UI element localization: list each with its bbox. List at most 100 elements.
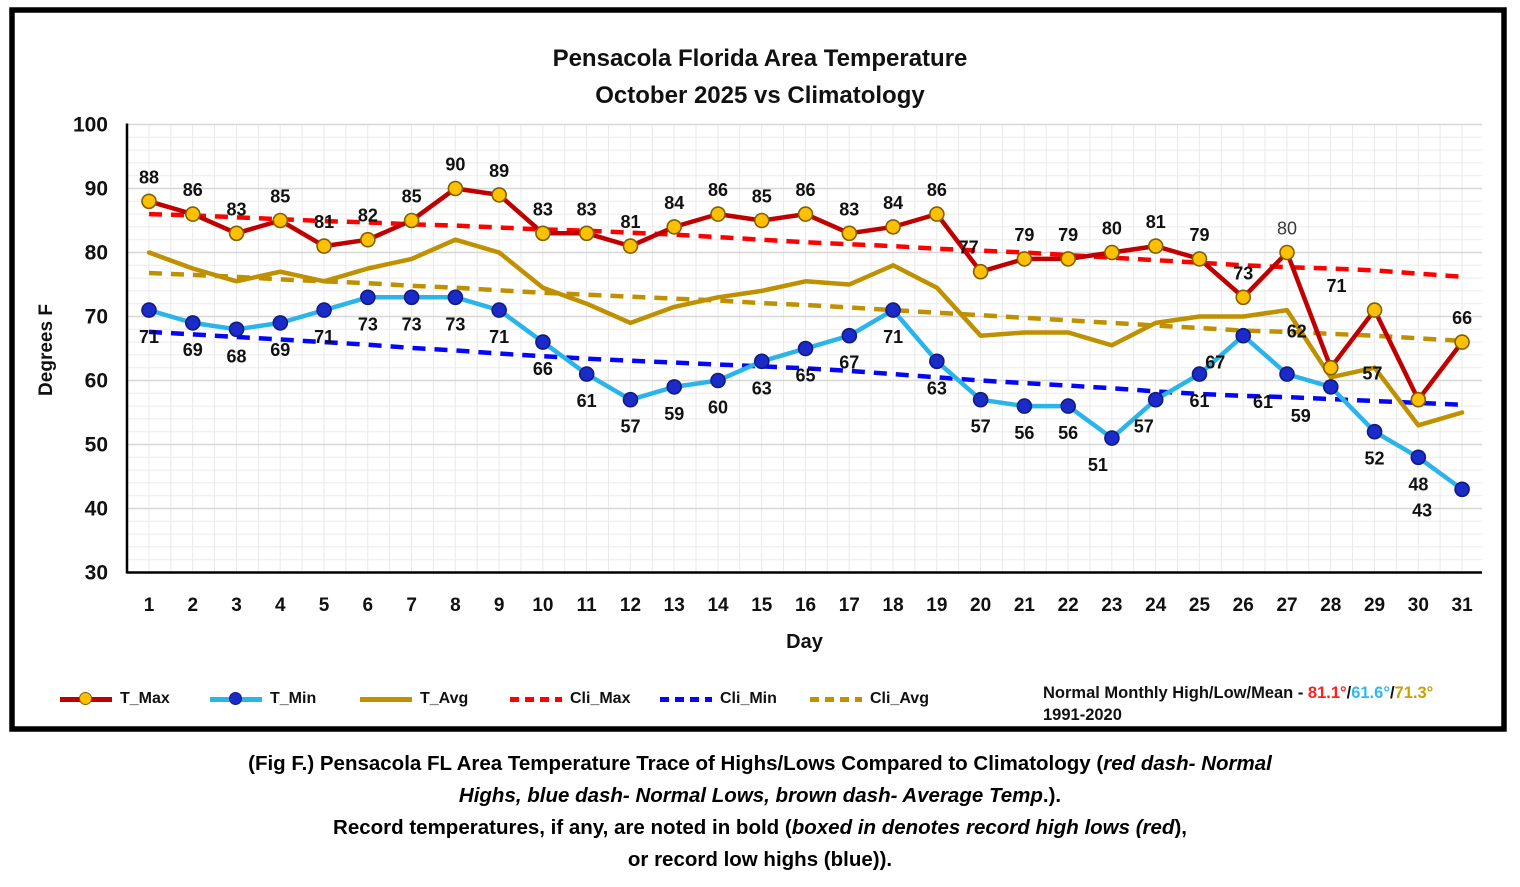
data-label-t_max-day9: 89: [489, 161, 509, 181]
data-label-t_max-day6: 82: [358, 206, 378, 226]
normals-note-prefix: Normal Monthly High/Low/Mean -: [1043, 684, 1308, 702]
caption-segment: or record low highs (blue)).: [627, 848, 893, 871]
data-label-t_min-day28: 59: [1291, 406, 1311, 426]
data-labels-t_max: 88 86 83 85 81 82 85 90 89 83 83 81 84 86 85 86 83 84 86 77…: [139, 155, 1472, 384]
chart-legend: T_Max T_Min T_Avg Cli_Max Cli_Min Cli_Avg: [60, 690, 960, 708]
data-label-t_max-day25: 79: [1189, 225, 1209, 245]
data-label-t_min-day20: 57: [971, 417, 991, 437]
caption-segment: Record temperatures, if any, are noted i…: [333, 816, 792, 839]
normals-note: Normal Monthly High/Low/Mean - 81.1°/61.…: [1043, 682, 1433, 726]
x-tick-19: 19: [926, 595, 947, 616]
x-tick-29: 29: [1364, 595, 1385, 616]
data-label-t_max-day23: 80: [1102, 219, 1122, 239]
x-tick-5: 5: [319, 595, 330, 616]
data-label-t_max-day10: 83: [533, 199, 553, 219]
caption-line-3: Record temperatures, if any, are noted i…: [0, 812, 1520, 844]
data-label-t_min-day18: 71: [883, 327, 903, 347]
data-label-t_max-day21: 79: [1014, 225, 1034, 245]
y-axis-labels: 30 40 50 60 70 80 90 100: [73, 114, 108, 585]
series-line-t_avg: [146, 237, 1465, 428]
figure-caption: (Fig F.) Pensacola FL Area Temperature T…: [0, 748, 1520, 876]
x-tick-6: 6: [363, 595, 374, 616]
caption-italic-segment: boxed in denotes record high lows (red: [791, 816, 1175, 839]
data-label-t_max-day29: 71: [1327, 276, 1347, 296]
data-label-t_max-day20: 77: [959, 238, 979, 258]
data-label-t_max-day14: 86: [708, 180, 728, 200]
x-tick-21: 21: [1014, 595, 1036, 616]
axes: [125, 123, 1482, 574]
data-label-t_min-day30: 48: [1408, 474, 1428, 494]
caption-segment: .).: [1042, 784, 1062, 807]
x-tick-8: 8: [450, 595, 461, 616]
legend-swatch-t_min: [210, 692, 262, 706]
y-tick-60: 60: [85, 370, 108, 393]
data-label-t_min-day21: 56: [1014, 423, 1034, 443]
y-tick-80: 80: [85, 242, 108, 265]
x-tick-7: 7: [406, 595, 417, 616]
data-label-t_min-day12: 57: [620, 417, 640, 437]
caption-line-4: or record low highs (blue)).: [0, 844, 1520, 876]
data-label-t_min-day4: 69: [270, 340, 290, 360]
caption-line-2: Highs, blue dash- Normal Lows, brown das…: [0, 780, 1520, 812]
caption-italic-segment: red dash- Normal: [1103, 752, 1272, 775]
x-tick-31: 31: [1452, 595, 1474, 616]
data-label-t_max-day5: 81: [314, 212, 334, 232]
markers-t_min: [141, 289, 1470, 498]
data-label-t_min-day2: 69: [183, 340, 203, 360]
chart-title-line1: Pensacola Florida Area Temperature: [552, 45, 968, 72]
data-label-t_max-day28: 62: [1287, 322, 1307, 342]
x-tick-22: 22: [1058, 595, 1079, 616]
data-label-t_min-day13: 59: [664, 404, 684, 424]
legend-swatch-cli_avg: [810, 692, 862, 706]
x-tick-15: 15: [751, 595, 773, 616]
data-label-t_min-day26: 67: [1205, 353, 1225, 373]
x-tick-18: 18: [883, 595, 904, 616]
note-sep2: /: [1389, 684, 1395, 702]
caption-segment: ),: [1174, 816, 1187, 839]
normals-note-period: 1991-2020: [1043, 706, 1122, 724]
data-label-t_max-day19: 86: [927, 180, 947, 200]
data-label-t_min-day25: 61: [1189, 391, 1209, 411]
data-label-t_min-day9: 71: [489, 327, 509, 347]
x-tick-13: 13: [664, 595, 685, 616]
data-label-t_min-day24: 57: [1134, 417, 1154, 437]
legend-item-t_avg: T_Avg: [360, 690, 510, 708]
data-labels-t_min: 71 69 68 69 71 73 73 73 71 66 61 57 59 60 63 65 67 71 63 57…: [139, 314, 1432, 520]
data-label-t_max-day18: 84: [883, 193, 903, 213]
x-tick-10: 10: [532, 595, 553, 616]
caption-line-1: (Fig F.) Pensacola FL Area Temperature T…: [0, 748, 1520, 780]
legend-label-cli_avg: Cli_Avg: [870, 690, 929, 707]
y-tick-50: 50: [85, 434, 108, 457]
data-label-t_min-day11: 61: [577, 391, 597, 411]
data-label-t_max-day11: 83: [577, 199, 597, 219]
y-tick-100: 100: [73, 114, 108, 137]
data-label-t_min-day3: 68: [227, 346, 247, 366]
data-label-t_min-day27: 61: [1253, 392, 1273, 412]
x-tick-1: 1: [144, 595, 155, 616]
data-label-t_min-day31: 43: [1412, 500, 1432, 520]
y-tick-70: 70: [85, 306, 108, 329]
legend-swatch-cli_min: [660, 692, 712, 706]
caption-segment: (Fig F.) Pensacola FL Area Temperature T…: [248, 752, 1104, 775]
data-label-t_max-day8: 90: [445, 155, 465, 175]
normal-mean-value: 71.3°: [1394, 684, 1434, 702]
data-label-t_max-day17: 83: [839, 199, 859, 219]
x-tick-14: 14: [707, 595, 729, 616]
y-tick-40: 40: [85, 498, 108, 521]
x-tick-9: 9: [494, 595, 505, 616]
data-label-t_min-day5: 71: [314, 327, 334, 347]
data-label-t_min-day1: 71: [139, 327, 159, 347]
x-tick-28: 28: [1320, 595, 1341, 616]
data-label-t_min-day15: 63: [752, 378, 772, 398]
x-tick-12: 12: [620, 595, 641, 616]
x-tick-20: 20: [970, 595, 991, 616]
legend-marker-t_min: [229, 692, 242, 705]
legend-marker-t_max: [79, 692, 92, 705]
data-label-t_max-day26: 73: [1233, 263, 1253, 283]
data-label-t_max-day7: 85: [402, 187, 422, 207]
data-label-t_max-day3: 83: [227, 199, 247, 219]
data-label-t_max-day2: 86: [183, 180, 203, 200]
legend-swatch-t_max: [60, 692, 112, 706]
